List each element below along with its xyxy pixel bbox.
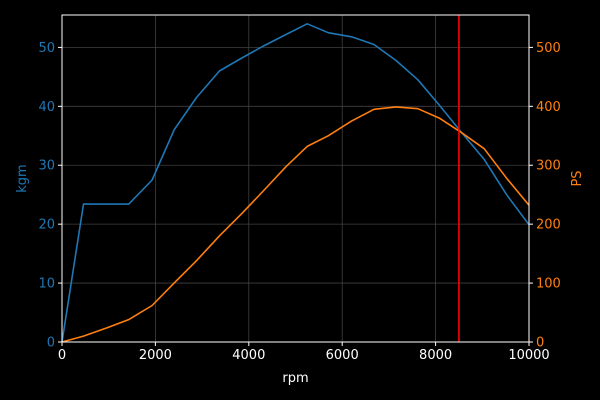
x-tick-label: 10000 (508, 348, 549, 363)
y-left-tick-label: 20 (38, 218, 55, 233)
y-right-tick-label: 300 (536, 159, 561, 174)
series-line-right (61, 106, 530, 343)
series-line-left (61, 22, 530, 343)
y-left-tick-label: 50 (38, 41, 55, 56)
y-right-tick-label: 200 (536, 218, 561, 233)
x-tick-label: 6000 (326, 348, 359, 363)
x-tick-label: 8000 (419, 348, 452, 363)
plot-frame (61, 14, 530, 343)
y-axis-left-label: kgm (15, 164, 30, 192)
x-tick-label: 2000 (139, 348, 172, 363)
y-axis-right-label: PS (570, 170, 585, 186)
y-left-tick-label: 0 (47, 336, 55, 351)
y-left-tick-label: 10 (38, 277, 55, 292)
x-tick-label: 0 (58, 348, 66, 363)
y-left-tick-label: 30 (38, 159, 55, 174)
ticks: 0 2000 4000 6000 8000 10000010203040500100200… (38, 41, 560, 363)
y-right-tick-label: 100 (536, 277, 561, 292)
y-right-tick-label: 0 (536, 336, 544, 351)
y-right-tick-label: 500 (536, 41, 561, 56)
x-axis-label: rpm (282, 371, 308, 386)
series-layer (61, 22, 530, 343)
y-right-tick-label: 400 (536, 100, 561, 115)
y-left-tick-label: 40 (38, 100, 55, 115)
x-tick-label: 4000 (232, 348, 265, 363)
